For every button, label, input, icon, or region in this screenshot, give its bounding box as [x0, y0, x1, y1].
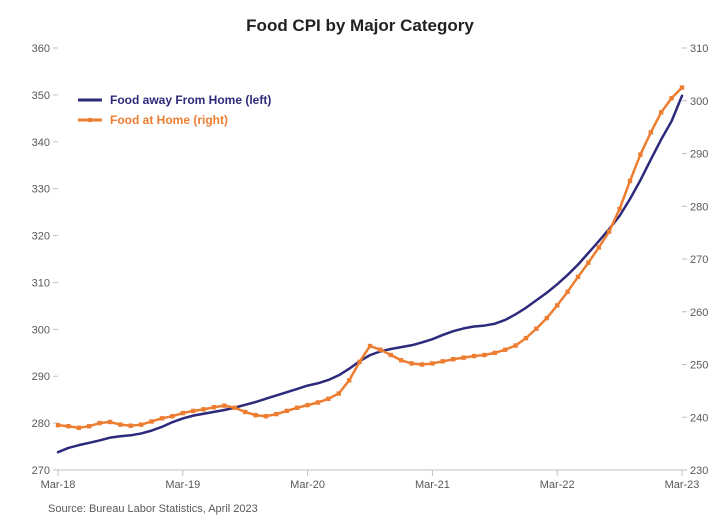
x-tick-label: Mar-21	[415, 479, 450, 491]
series-line-food-away-from-home	[58, 96, 682, 452]
y-right-tick-label: 290	[690, 149, 708, 161]
series-marker-food-at-home	[503, 348, 507, 352]
series-line-food-at-home	[58, 88, 682, 428]
series-marker-food-at-home	[233, 406, 237, 410]
series-marker-food-at-home	[461, 355, 465, 359]
x-tick-label: Mar-18	[41, 479, 76, 491]
series-marker-food-at-home	[513, 343, 517, 347]
series-marker-food-at-home	[201, 407, 205, 411]
series-marker-food-at-home	[430, 361, 434, 365]
series-marker-food-at-home	[212, 405, 216, 409]
series-marker-food-at-home	[326, 397, 330, 401]
series-marker-food-at-home	[77, 426, 81, 430]
series-marker-food-at-home	[108, 420, 112, 424]
series-marker-food-at-home	[222, 403, 226, 407]
legend-marker-icon	[88, 118, 92, 122]
series-marker-food-at-home	[534, 326, 538, 330]
series-marker-food-at-home	[97, 421, 101, 425]
y-right-tick-label: 240	[690, 412, 708, 424]
y-left-tick-label: 340	[32, 137, 50, 149]
y-left-tick-label: 360	[32, 43, 50, 55]
series-marker-food-at-home	[357, 360, 361, 364]
series-marker-food-at-home	[545, 316, 549, 320]
series-marker-food-at-home	[659, 110, 663, 114]
series-marker-food-at-home	[347, 378, 351, 382]
series-marker-food-at-home	[441, 359, 445, 363]
y-left-tick-label: 280	[32, 418, 50, 430]
y-left-tick-label: 350	[32, 90, 50, 102]
legend-label: Food away From Home (left)	[110, 93, 271, 107]
series-marker-food-at-home	[337, 391, 341, 395]
series-marker-food-at-home	[181, 411, 185, 415]
y-right-tick-label: 250	[690, 360, 708, 372]
series-marker-food-at-home	[607, 229, 611, 233]
y-right-tick-label: 280	[690, 201, 708, 213]
y-right-tick-label: 260	[690, 307, 708, 319]
series-marker-food-at-home	[118, 422, 122, 426]
y-left-tick-label: 270	[32, 465, 50, 477]
series-marker-food-at-home	[565, 290, 569, 294]
series-marker-food-at-home	[597, 245, 601, 249]
y-left-tick-label: 330	[32, 184, 50, 196]
series-marker-food-at-home	[129, 423, 133, 427]
series-marker-food-at-home	[617, 207, 621, 211]
series-marker-food-at-home	[669, 96, 673, 100]
y-left-tick-label: 300	[32, 324, 50, 336]
series-marker-food-at-home	[586, 260, 590, 264]
series-marker-food-at-home	[191, 409, 195, 413]
series-marker-food-at-home	[628, 179, 632, 183]
series-marker-food-at-home	[680, 85, 684, 89]
series-marker-food-at-home	[555, 303, 559, 307]
series-marker-food-at-home	[305, 403, 309, 407]
series-marker-food-at-home	[649, 130, 653, 134]
series-marker-food-at-home	[264, 414, 268, 418]
series-marker-food-at-home	[243, 410, 247, 414]
x-tick-label: Mar-19	[165, 479, 200, 491]
series-marker-food-at-home	[139, 422, 143, 426]
y-right-tick-label: 300	[690, 96, 708, 108]
series-marker-food-at-home	[66, 424, 70, 428]
series-marker-food-at-home	[409, 361, 413, 365]
y-left-tick-label: 310	[32, 277, 50, 289]
x-tick-label: Mar-23	[665, 479, 700, 491]
series-marker-food-at-home	[368, 344, 372, 348]
x-tick-label: Mar-22	[540, 479, 575, 491]
series-marker-food-at-home	[638, 152, 642, 156]
series-marker-food-at-home	[482, 353, 486, 357]
series-marker-food-at-home	[472, 354, 476, 358]
y-right-tick-label: 270	[690, 254, 708, 266]
series-marker-food-at-home	[274, 412, 278, 416]
y-left-tick-label: 320	[32, 231, 50, 243]
series-marker-food-at-home	[451, 357, 455, 361]
series-marker-food-at-home	[378, 348, 382, 352]
source-text: Source: Bureau Labor Statistics, April 2…	[48, 503, 258, 515]
y-left-tick-label: 290	[32, 371, 50, 383]
chart-container: Food CPI by Major Category 2702802903003…	[0, 0, 720, 523]
y-right-tick-label: 230	[690, 465, 708, 477]
series-marker-food-at-home	[399, 358, 403, 362]
series-marker-food-at-home	[493, 351, 497, 355]
series-marker-food-at-home	[170, 414, 174, 418]
series-marker-food-at-home	[316, 400, 320, 404]
series-marker-food-at-home	[295, 406, 299, 410]
chart-svg: 270 280 290 300 310 320 330 340 350 360 230 240 250 2…	[0, 0, 720, 523]
series-marker-food-at-home	[420, 362, 424, 366]
legend-label: Food at Home (right)	[110, 113, 228, 127]
series-marker-food-at-home	[524, 336, 528, 340]
series-marker-food-at-home	[87, 424, 91, 428]
series-marker-food-at-home	[285, 409, 289, 413]
x-tick-label: Mar-20	[290, 479, 325, 491]
series-marker-food-at-home	[576, 275, 580, 279]
y-right-tick-label: 310	[690, 43, 708, 55]
series-marker-food-at-home	[253, 413, 257, 417]
series-marker-food-at-home	[160, 416, 164, 420]
series-marker-food-at-home	[149, 419, 153, 423]
series-marker-food-at-home	[389, 353, 393, 357]
series-marker-food-at-home	[56, 423, 60, 427]
